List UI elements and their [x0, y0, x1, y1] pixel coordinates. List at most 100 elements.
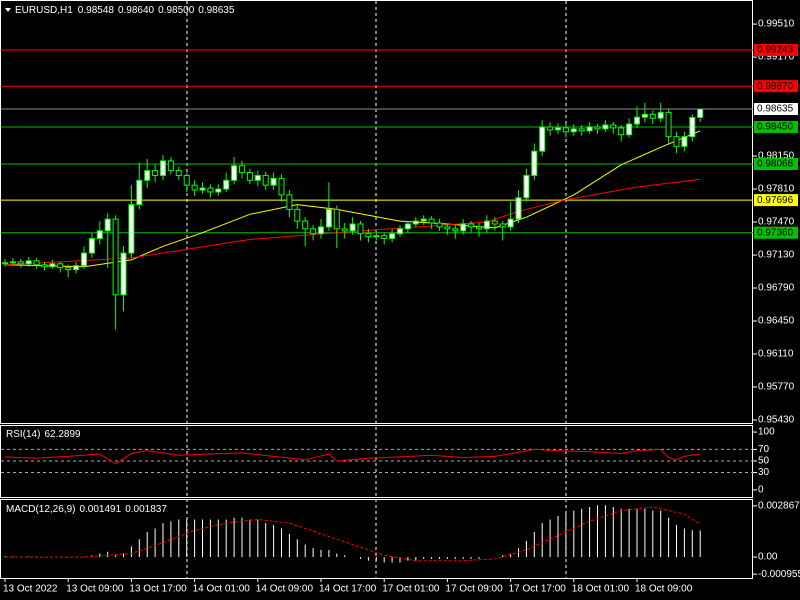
candle-body: [673, 136, 680, 147]
candle-body: [468, 223, 475, 228]
level-tag: [754, 44, 798, 57]
candle-body: [128, 204, 135, 254]
candle-body: [73, 265, 80, 271]
candle-body: [578, 128, 585, 132]
candle-body: [555, 127, 561, 131]
level-tag-label: 0.98450: [757, 122, 794, 133]
candle-body: [586, 126, 593, 132]
candle-body: [88, 238, 95, 254]
macd-value: 0.001491: [79, 504, 121, 515]
candle-body: [689, 116, 696, 138]
level-tag: [754, 226, 798, 239]
x-tick-label: 17 Oct 09:00: [445, 584, 503, 595]
x-tick-label: 13 Oct 2022: [3, 584, 58, 595]
candle-body: [231, 165, 238, 181]
candle-body: [270, 177, 277, 186]
y-tick-label: 0: [758, 485, 764, 496]
candle-body: [2, 262, 8, 265]
candle-body: [547, 126, 554, 131]
signal-value: 0.001837: [125, 504, 167, 515]
y-tick-label: 0.99510: [758, 19, 795, 30]
level-tag: [754, 80, 798, 93]
candle-body: [310, 228, 317, 235]
rsi-pane-border: [0, 425, 753, 498]
level-tag-label: 0.98068: [757, 159, 794, 170]
y-tick-label: 70: [758, 444, 770, 455]
candle-body: [626, 123, 633, 136]
y-tick-label: 0.99170: [758, 52, 795, 63]
x-tick-label: 17 Oct 01:00: [382, 584, 440, 595]
symbol: EURUSD,H1: [15, 5, 73, 16]
level-tag: [754, 194, 798, 207]
candle-body: [136, 179, 143, 206]
candle-body: [562, 127, 569, 133]
candle-body: [112, 218, 119, 296]
day-separators: [186, 1, 567, 578]
x-tick-label: 17 Oct 17:00: [509, 584, 567, 595]
candle-body: [239, 165, 245, 174]
candle-body: [41, 264, 48, 268]
candle-body: [657, 111, 664, 119]
candle-body: [389, 233, 396, 240]
candle-body: [404, 223, 411, 230]
candle-body: [183, 174, 190, 186]
rsi-line: [4, 448, 701, 465]
candle-body: [491, 220, 498, 225]
candle-body: [523, 174, 530, 199]
candle-body: [634, 116, 640, 125]
candle-body: [483, 220, 490, 230]
candle-body: [120, 252, 127, 296]
level-tag-label: 0.98870: [757, 81, 794, 92]
macd-name: MACD(12,26,9): [6, 504, 75, 515]
y-tick-label: 50: [758, 456, 770, 467]
candle-body: [17, 261, 24, 265]
main-title: EURUSD,H1 0.98548 0.98640 0.98500 0.98635: [15, 5, 235, 16]
candle-body: [246, 172, 253, 181]
candle-body: [610, 124, 617, 129]
x-tick-label: 13 Oct 17:00: [129, 584, 187, 595]
candle-body: [9, 261, 16, 264]
moving-average: [4, 130, 701, 268]
candle-body: [618, 127, 625, 136]
candle-body: [460, 223, 467, 232]
y-tick-label: 0.96110: [758, 349, 794, 360]
x-tick-label: 14 Oct 17:00: [319, 584, 377, 595]
candle-body: [341, 228, 348, 232]
y-tick-label: 0.97130: [758, 250, 795, 261]
candle-body: [96, 230, 103, 240]
rsi-name: RSI(14): [6, 429, 40, 440]
x-tick-label: 18 Oct 01:00: [572, 584, 630, 595]
candle-body: [81, 252, 87, 267]
candle-body: [428, 218, 435, 224]
menu-arrow[interactable]: [5, 8, 11, 12]
candle-body: [665, 111, 672, 138]
candle-body: [436, 222, 443, 228]
candle-body: [602, 124, 609, 130]
y-tick-label: 30: [758, 467, 770, 478]
candle-body: [199, 187, 206, 191]
candle-body: [254, 174, 261, 181]
y-tick-label: -0.000955: [758, 569, 800, 580]
candle-body: [381, 235, 388, 240]
y-tick-label: 100: [758, 427, 775, 438]
level-tag: [754, 120, 798, 133]
candle-body: [33, 260, 40, 266]
level-tag: [754, 158, 798, 171]
rsi-title: RSI(14) 62.2899: [6, 429, 81, 440]
level-tag-label: 0.99243: [757, 45, 794, 56]
candle-body: [539, 126, 546, 152]
candle-body: [499, 223, 506, 228]
candle-body: [175, 170, 182, 176]
candle-body: [294, 208, 301, 222]
y-tick-label: 0.96450: [758, 316, 795, 327]
y-tick-label: 0.002867: [758, 500, 800, 511]
candle-body: [318, 226, 324, 235]
candle-body: [531, 150, 538, 176]
rsi-value: 62.2899: [44, 429, 81, 440]
candle-body: [649, 113, 656, 119]
y-tick-label: 0.97470: [758, 217, 795, 228]
last-price-tag: [754, 102, 798, 115]
low: 0.98500: [158, 5, 195, 16]
